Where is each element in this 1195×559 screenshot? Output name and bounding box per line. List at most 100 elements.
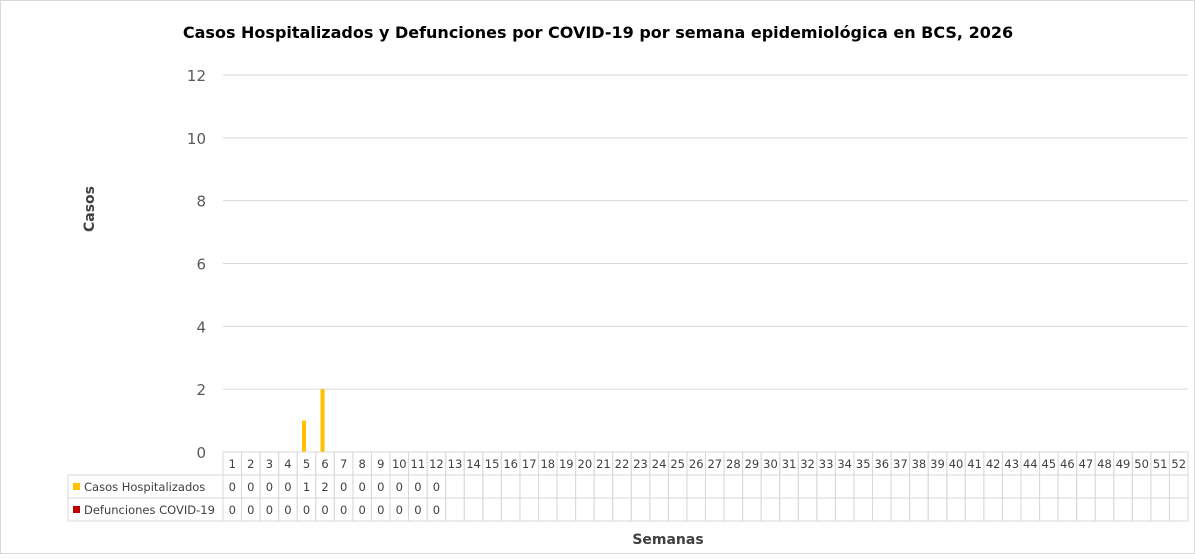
- table-cell: [500, 497, 521, 522]
- x-tick-label: 14: [466, 457, 481, 471]
- x-tick-label: 41: [967, 457, 982, 471]
- x-tick-label: 44: [1023, 457, 1038, 471]
- table-cell: [816, 497, 836, 522]
- x-tick-label: 29: [745, 457, 760, 471]
- x-tick-label: 30: [763, 457, 778, 471]
- y-tick-label: 2: [196, 381, 206, 399]
- y-tick-label: 10: [187, 130, 206, 148]
- x-tick-label: 37: [893, 457, 908, 471]
- y-tick-label: 6: [196, 256, 206, 274]
- y-tick-label: 0: [196, 444, 206, 462]
- table-cell: [779, 497, 799, 522]
- table-value: 0: [321, 503, 328, 517]
- table-cell: [1150, 497, 1170, 522]
- x-tick-label: 23: [633, 457, 648, 471]
- table-cell: [667, 497, 688, 522]
- table-value: 0: [433, 480, 440, 494]
- table-cell: [1076, 474, 1096, 499]
- table-value: 0: [340, 480, 347, 494]
- table-cell: [630, 497, 651, 522]
- y-axis-label: Casos: [82, 186, 98, 232]
- table-value: 0: [247, 503, 254, 517]
- table-cell: [946, 474, 966, 499]
- table-cell: [872, 474, 892, 499]
- table-cell: [445, 474, 465, 499]
- table-cell: [1094, 497, 1115, 522]
- x-tick-label: 36: [874, 457, 889, 471]
- table-cell: [1168, 497, 1189, 522]
- table-cell: [1057, 474, 1078, 499]
- table-cell: [575, 497, 595, 522]
- x-tick-label: 9: [377, 457, 384, 471]
- table-cell: [463, 497, 484, 522]
- table-cell: [705, 497, 725, 522]
- x-tick-label: 12: [429, 457, 444, 471]
- x-tick-label: 47: [1079, 457, 1094, 471]
- table-cell: [816, 474, 836, 499]
- x-tick-label: 39: [930, 457, 945, 471]
- table-cell: [964, 474, 985, 499]
- table-cell: [1001, 497, 1022, 522]
- x-tick-label: 11: [411, 457, 426, 471]
- x-tick-label: 32: [800, 457, 815, 471]
- table-cell: [890, 474, 911, 499]
- table-cell: [593, 497, 614, 522]
- table-value: 0: [377, 480, 384, 494]
- table-cell: [946, 497, 966, 522]
- table-value: 0: [359, 503, 366, 517]
- bar-casos: [320, 389, 325, 452]
- x-tick-label: 28: [726, 457, 741, 471]
- table-cell: [983, 474, 1003, 499]
- table-value: 0: [377, 503, 384, 517]
- table-value: 0: [396, 480, 403, 494]
- x-tick-label: 25: [670, 457, 685, 471]
- x-tick-label: 17: [522, 457, 537, 471]
- legend-key: [73, 506, 80, 513]
- table-value: 0: [229, 480, 236, 494]
- x-tick-label: 51: [1153, 457, 1168, 471]
- x-tick-label: 21: [596, 457, 611, 471]
- table-cell: [834, 497, 855, 522]
- table-cell: [649, 497, 669, 522]
- x-tick-label: 8: [359, 457, 366, 471]
- x-tick-label: 15: [485, 457, 500, 471]
- x-tick-label: 22: [615, 457, 630, 471]
- table-cell: [1020, 474, 1041, 499]
- table-cell: [556, 497, 577, 522]
- x-tick-label: 48: [1097, 457, 1112, 471]
- table-value: 0: [247, 480, 254, 494]
- legend-key: [73, 483, 80, 490]
- table-cell: [519, 474, 539, 499]
- y-tick-label: 4: [196, 318, 206, 336]
- table-cell: [927, 497, 948, 522]
- x-tick-label: 7: [340, 457, 347, 471]
- x-tick-label: 2: [247, 457, 254, 471]
- table-cell: [890, 497, 911, 522]
- table-cell: [1039, 474, 1059, 499]
- table-value: 0: [266, 503, 273, 517]
- table-value: 0: [284, 503, 291, 517]
- table-cell: [742, 497, 762, 522]
- x-tick-label: 33: [819, 457, 834, 471]
- table-value: 0: [433, 503, 440, 517]
- x-tick-label: 3: [266, 457, 273, 471]
- table-cell: [445, 497, 465, 522]
- table-value: 0: [340, 503, 347, 517]
- x-tick-label: 38: [912, 457, 927, 471]
- x-tick-label: 50: [1134, 457, 1149, 471]
- x-axis-label: Semanas: [632, 532, 703, 548]
- table-cell: [964, 497, 985, 522]
- table-value: 0: [266, 480, 273, 494]
- legend-label: Casos Hospitalizados: [84, 480, 205, 494]
- x-tick-label: 27: [707, 457, 722, 471]
- x-tick-label: 26: [689, 457, 704, 471]
- table-cell: [723, 497, 744, 522]
- table-value: 0: [284, 480, 291, 494]
- table-cell: [537, 474, 558, 499]
- table-cell: [1113, 497, 1133, 522]
- x-tick-label: 16: [503, 457, 518, 471]
- table-cell: [1039, 497, 1059, 522]
- table-cell: [1150, 474, 1170, 499]
